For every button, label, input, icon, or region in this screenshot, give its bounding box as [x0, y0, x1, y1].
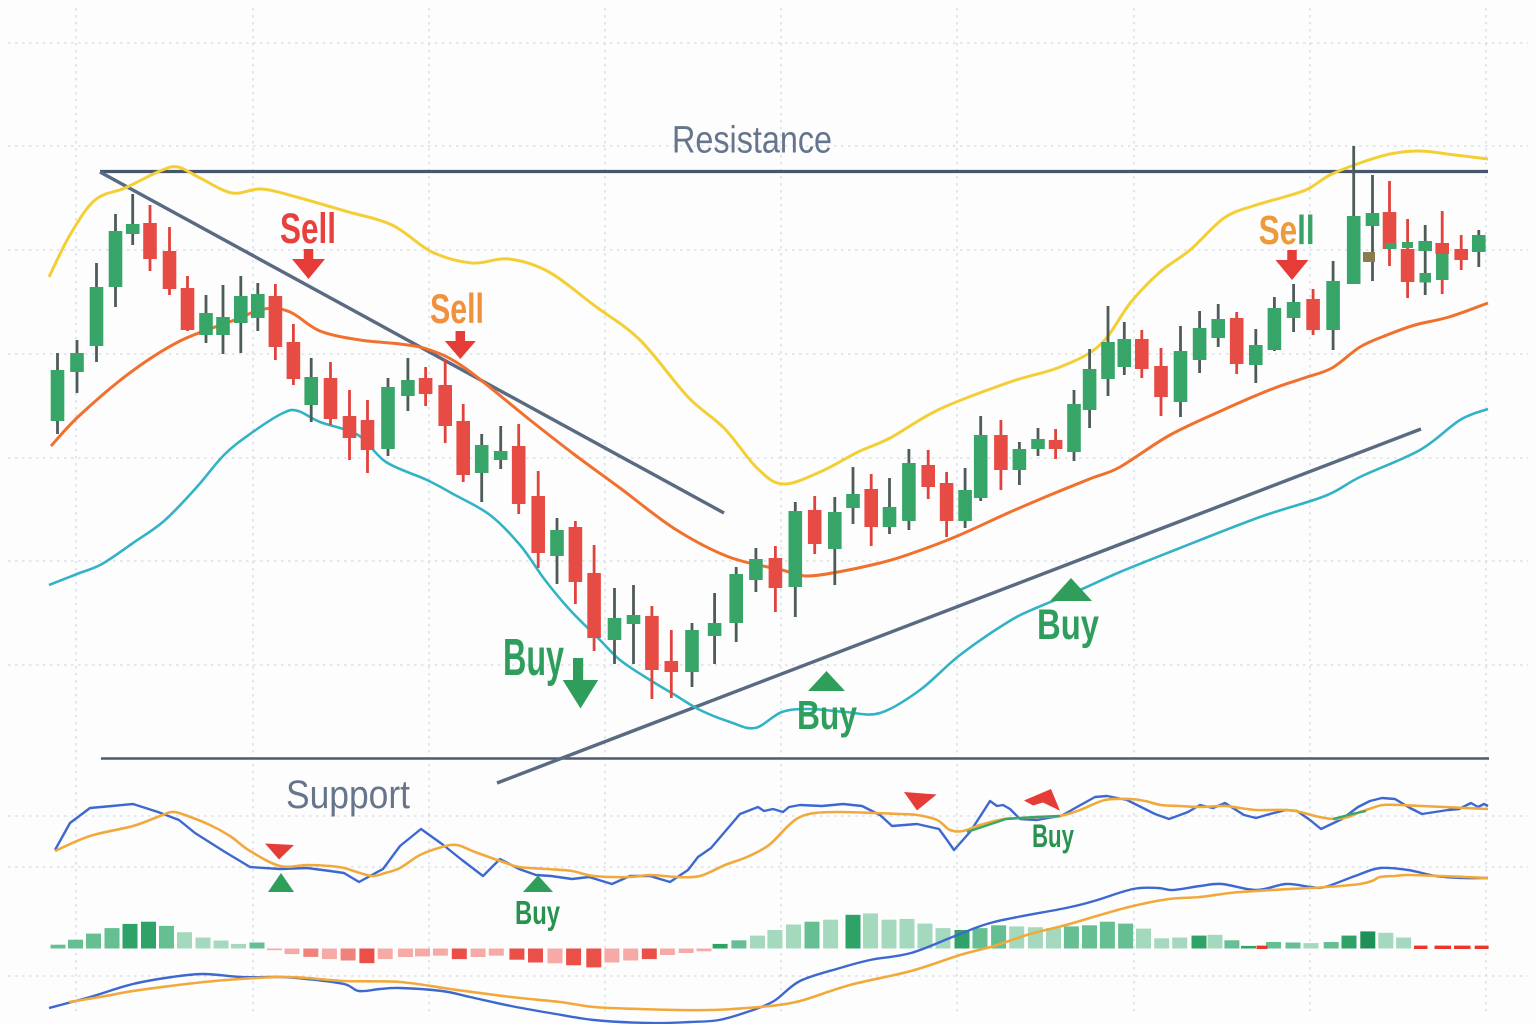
svg-text:Resistance: Resistance — [672, 120, 832, 162]
svg-text:Sell: Sell — [1259, 207, 1315, 253]
svg-text:Buy: Buy — [797, 692, 857, 738]
svg-text:Buy: Buy — [503, 629, 564, 687]
svg-text:Support: Support — [286, 773, 410, 817]
svg-text:Buy: Buy — [515, 894, 560, 931]
svg-text:Sell: Sell — [280, 205, 336, 253]
svg-text:Buy: Buy — [1037, 601, 1099, 649]
svg-text:Buy: Buy — [1032, 818, 1074, 854]
svg-text:Sell: Sell — [430, 285, 484, 332]
